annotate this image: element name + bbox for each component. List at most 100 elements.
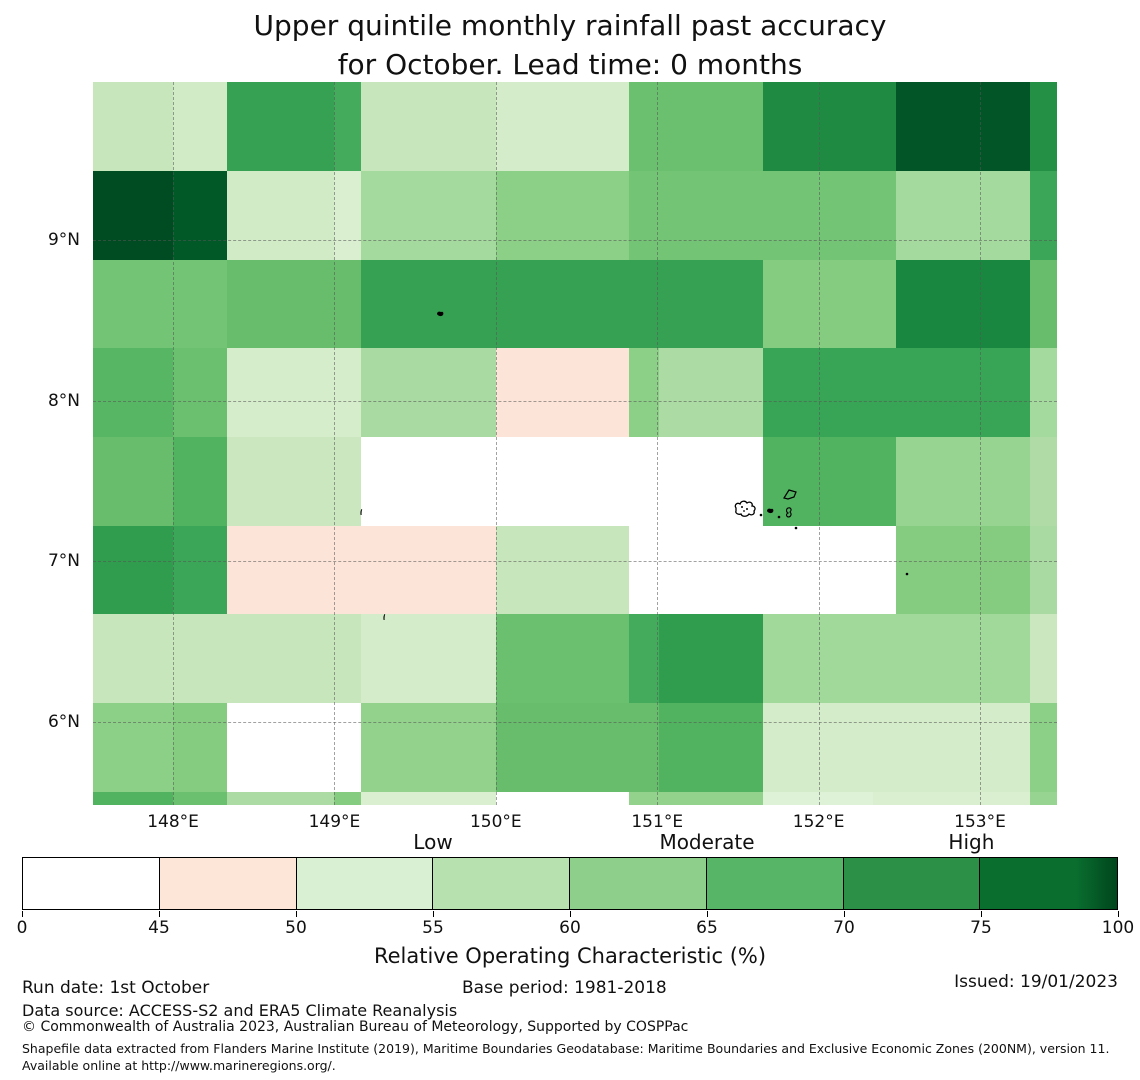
run-date-text: Run date: 1st October (22, 978, 210, 998)
roc-cell (763, 348, 1031, 438)
island-reef-cluster (732, 497, 762, 523)
colorbar-tick-label: 60 (559, 918, 581, 938)
roc-cell (334, 171, 362, 261)
roc-cell (93, 614, 362, 704)
island-islet-tiny (359, 501, 363, 520)
colorbar-segment (296, 858, 434, 909)
roc-cell (93, 525, 174, 615)
roc-cell (1030, 259, 1057, 349)
gridline-horizontal (93, 561, 1057, 563)
roc-cell (361, 259, 764, 349)
colorbar-tick-label: 45 (148, 918, 170, 938)
roc-cell (496, 82, 631, 172)
gridline-vertical (173, 82, 175, 805)
roc-cell (93, 259, 228, 349)
colorbar-zone-label-high: High (948, 830, 995, 854)
colorbar-tickmark (570, 911, 571, 917)
x-tick-label: 152°E (792, 812, 845, 832)
roc-cell (872, 791, 1031, 805)
island-islet-dot (905, 561, 909, 580)
colorbar-tick-label: 75 (970, 918, 992, 938)
colorbar-segment (843, 858, 981, 909)
roc-cell (496, 171, 631, 261)
roc-cell (763, 82, 897, 172)
roc-cell (629, 791, 764, 805)
roc-cell (93, 437, 174, 527)
roc-cell (496, 703, 661, 793)
colorbar-tick-label: 65 (696, 918, 718, 938)
y-tick-label: 7°N (47, 551, 80, 572)
x-tick-label: 153°E (954, 812, 1006, 832)
colorbar-label: Relative Operating Characteristic (%) (373, 944, 767, 968)
colorbar-segment (159, 858, 297, 909)
gridline-vertical (980, 82, 981, 805)
colorbar-zone-label-low: Low (413, 830, 453, 854)
roc-cell (227, 259, 362, 349)
colorbar (22, 857, 1118, 910)
chart-title: Upper quintile monthly rainfall past acc… (0, 6, 1140, 84)
colorbar-tickmark (1118, 911, 1119, 917)
roc-cell (659, 348, 764, 438)
island-islet-dot (759, 502, 763, 521)
roc-cell (227, 525, 498, 615)
roc-cell (227, 348, 362, 438)
island-islet-dot (794, 515, 798, 534)
roc-cell (334, 791, 362, 805)
x-tick-label: 149°E (308, 812, 361, 832)
colorbar-tickmark (159, 911, 160, 917)
roc-cell (361, 437, 764, 527)
colorbar-segment (23, 858, 160, 909)
island-atoll-ring (782, 486, 798, 505)
roc-cell (1030, 525, 1057, 615)
x-tick-label: 148°E (147, 812, 199, 832)
roc-cell (1030, 348, 1057, 438)
roc-cell (763, 614, 1031, 704)
roc-cell (896, 437, 1031, 527)
roc-cell (227, 82, 335, 172)
roc-cell (629, 348, 661, 438)
roc-cell (173, 348, 228, 438)
colorbar-tickmark (22, 911, 23, 917)
colorbar-zone-label-moderate: Moderate (659, 830, 755, 854)
colorbar-tick-label: 0 (16, 918, 28, 938)
roc-cell (173, 171, 228, 261)
roc-cell (763, 791, 874, 805)
roc-cell (629, 614, 661, 704)
roc-cell (173, 437, 228, 527)
roc-cell (896, 171, 1031, 261)
roc-cell (1030, 703, 1057, 793)
colorbar-tickmark (433, 911, 434, 917)
x-tick-label: 151°E (631, 812, 684, 832)
colorbar-tick-label: 55 (422, 918, 444, 938)
roc-cell (496, 791, 631, 805)
colorbar-tick-label: 70 (833, 918, 855, 938)
roc-cell (629, 171, 897, 261)
roc-cell (496, 348, 631, 438)
base-period-text: Base period: 1981-2018 (462, 978, 667, 998)
roc-cell (629, 82, 764, 172)
roc-cell (1030, 791, 1057, 805)
roc-cell (1030, 171, 1057, 261)
island-atoll-small (784, 504, 794, 523)
island-islet-dot (777, 504, 781, 523)
data-source-text: Data source: ACCESS-S2 and ERA5 Climate … (22, 1001, 458, 1020)
issued-date-text: Issued: 19/01/2023 (954, 972, 1118, 992)
roc-cell (93, 703, 174, 793)
colorbar-tick-label: 100 (1101, 918, 1135, 938)
colorbar-segment (980, 858, 1117, 909)
roc-cell (659, 703, 764, 793)
roc-cell (1030, 614, 1057, 704)
chart-title-line2: for October. Lead time: 0 months (337, 48, 803, 81)
colorbar-tickmark (981, 911, 982, 917)
island-islet-small (766, 500, 775, 519)
roc-cell (1030, 437, 1057, 527)
gridline-vertical (334, 82, 336, 805)
roc-cell (763, 259, 897, 349)
roc-cell (93, 171, 174, 261)
roc-cell (896, 82, 1031, 172)
roc-cell (629, 525, 897, 615)
roc-cell (361, 348, 498, 438)
island-islet-small (436, 303, 445, 322)
map-area (93, 82, 1057, 805)
roc-cell (227, 791, 335, 805)
